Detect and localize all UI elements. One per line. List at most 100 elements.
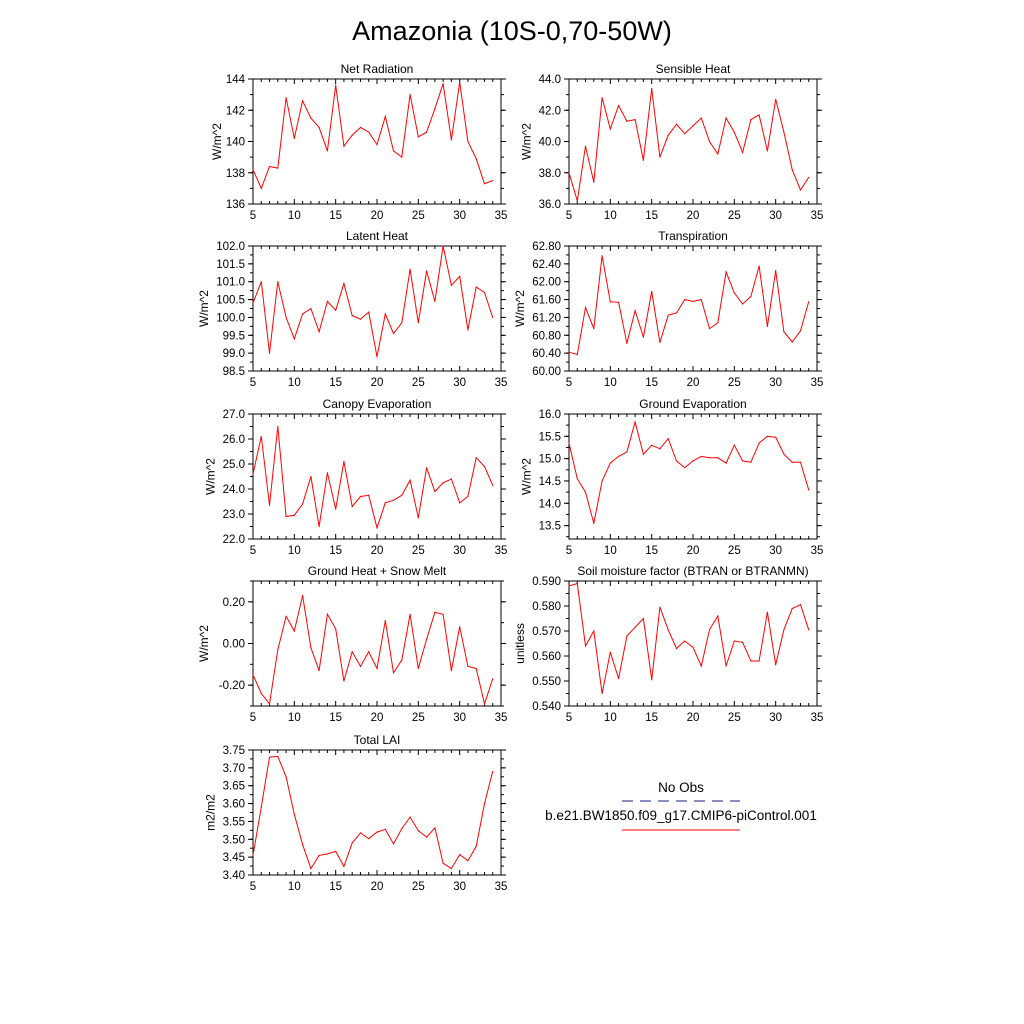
data-point: [260, 187, 262, 189]
series-line: [252, 595, 494, 706]
data-point: [584, 491, 587, 493]
data-point: [659, 341, 661, 344]
x-tick-label: 25: [412, 377, 425, 389]
data-point: [626, 342, 628, 344]
panel-7: Ground Heat + Snow Melt 5 10 15 20 25 30 35 -0.2…: [197, 564, 507, 724]
data-point: [675, 647, 678, 650]
x-tick-label: 20: [371, 545, 384, 557]
legend-obs-label: No Obs: [658, 780, 704, 795]
data-point: [492, 770, 494, 773]
plot-frame: [252, 413, 502, 540]
x-tick-label: 30: [769, 545, 782, 557]
y-axis-label: unitless: [513, 623, 527, 664]
data-point: [667, 629, 669, 631]
x-tick-label: 20: [687, 210, 700, 222]
data-point: [593, 181, 595, 183]
data-point: [651, 290, 653, 293]
x-tick-label: 25: [728, 712, 741, 724]
x-tick-label: 5: [250, 210, 256, 222]
data-point: [593, 630, 595, 632]
data-point: [708, 140, 711, 143]
data-point: [475, 667, 477, 670]
y-axis-label: W/m^2: [520, 123, 534, 160]
panel-title: Canopy Evaporation: [323, 397, 432, 411]
data-point: [368, 837, 370, 840]
plot-frame: [252, 78, 502, 205]
y-tick-label: 40.0: [539, 137, 561, 149]
y-tick-label: 13.5: [539, 521, 561, 533]
data-point: [775, 664, 777, 666]
x-tick-label: 10: [604, 377, 617, 389]
x-tick-label: 10: [288, 712, 301, 724]
y-tick-label: 99.0: [223, 348, 245, 360]
data-point: [302, 844, 304, 846]
data-point: [742, 460, 744, 462]
data-point: [450, 478, 452, 480]
data-point: [310, 647, 312, 649]
data-point: [459, 275, 461, 277]
data-point: [277, 649, 279, 651]
data-point: [791, 169, 793, 171]
data-point: [791, 461, 793, 463]
data-point: [475, 158, 477, 160]
y-tick-label: 0.590: [532, 576, 561, 588]
data-point: [351, 651, 353, 653]
y-tick-label: 0.00: [223, 639, 245, 651]
y-axis-label: W/m^2: [513, 290, 527, 327]
data-point: [260, 435, 262, 438]
data-point: [285, 97, 287, 99]
y-tick-label: 60.00: [532, 366, 561, 378]
y-tick-label: 3.50: [223, 834, 245, 846]
data-point: [684, 298, 686, 301]
series-line: [568, 582, 810, 694]
data-point: [609, 301, 611, 303]
legend: No Obs b.e21.BW1850.f09_g17.CMIP6-piCont…: [545, 780, 817, 831]
x-tick-label: 20: [371, 210, 384, 222]
x-tick-label: 20: [687, 712, 700, 724]
x-tick-label: 35: [495, 881, 508, 893]
x-tick-label: 35: [495, 545, 508, 557]
data-point: [584, 145, 587, 147]
data-point: [700, 298, 702, 301]
data-point: [384, 502, 386, 504]
data-point: [401, 827, 403, 830]
data-point: [318, 669, 320, 672]
y-tick-label: 61.20: [532, 312, 561, 324]
data-point: [368, 131, 370, 133]
data-point: [483, 465, 486, 468]
figure-title: Amazonia (10S-0,70-50W): [352, 16, 672, 46]
data-point: [359, 665, 362, 668]
y-tick-label: 0.560: [532, 651, 561, 663]
data-point: [651, 444, 653, 446]
series-line: [252, 82, 493, 190]
data-point: [302, 313, 304, 315]
data-point: [368, 311, 370, 313]
panel-grid: Net Radiation 5 10 15 20 25 30 35 136 138 140 142 14…: [197, 62, 823, 893]
x-tick-label: 35: [811, 377, 824, 389]
y-tick-label: 3.60: [223, 799, 245, 811]
x-tick-label: 25: [412, 881, 425, 893]
y-tick-label: 0.570: [532, 626, 561, 638]
data-point: [359, 832, 362, 834]
data-point: [376, 831, 378, 833]
data-point: [392, 150, 395, 152]
data-point: [634, 626, 636, 628]
data-point: [766, 325, 769, 327]
data-point: [799, 461, 802, 463]
data-point: [310, 117, 312, 119]
x-tick-label: 10: [288, 377, 301, 389]
x-tick-label: 35: [811, 210, 824, 222]
data-point: [409, 479, 411, 481]
data-point: [450, 669, 452, 672]
data-point: [376, 356, 378, 358]
data-point: [626, 451, 628, 453]
y-tick-label: 42.0: [539, 105, 561, 117]
x-tick-label: 30: [453, 881, 466, 893]
data-point: [442, 245, 444, 247]
y-tick-label: -0.20: [219, 680, 245, 692]
data-point: [758, 442, 760, 444]
data-point: [492, 179, 494, 182]
data-point: [783, 629, 785, 631]
panel-title: Transpiration: [658, 229, 728, 243]
y-tick-label: 102.0: [216, 241, 245, 253]
